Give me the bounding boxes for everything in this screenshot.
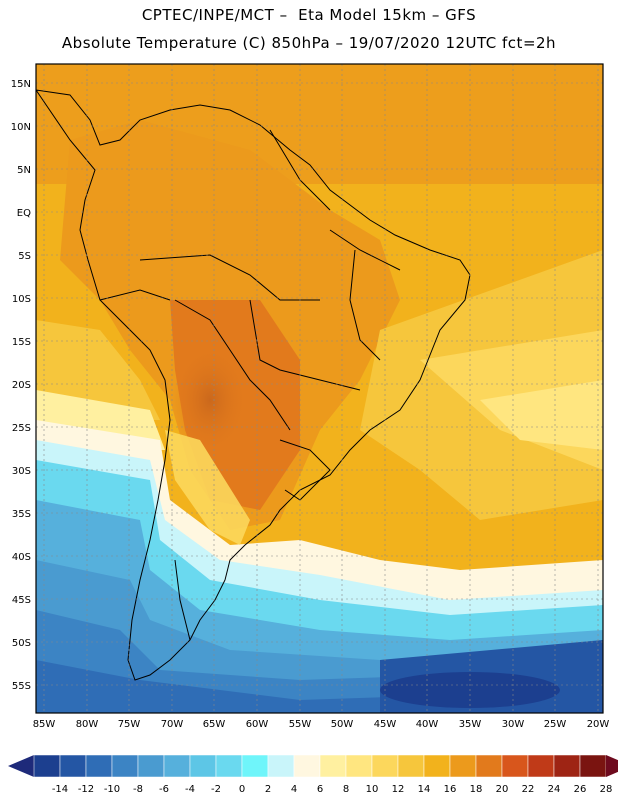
- colorbar-tick-label: 26: [574, 784, 587, 795]
- colorbar-swatch: [579, 754, 607, 778]
- lon-label: 55W: [289, 719, 312, 730]
- map-frame: [35, 63, 604, 714]
- lon-label: 65W: [203, 719, 226, 730]
- colorbar-swatch: [371, 754, 399, 778]
- graticule: [36, 64, 603, 713]
- lat-label: 25S: [12, 423, 31, 434]
- colorbar-swatch: [267, 754, 295, 778]
- colorbar-tick-label: 0: [239, 784, 245, 795]
- colorbar-swatch: [85, 754, 113, 778]
- colorbar-tick-label: 4: [291, 784, 297, 795]
- colorbar-swatch: [553, 754, 581, 778]
- colorbar: -14 -12 -10 -8 -6 -4 -2 0 2 4 6 8 10 12 14 16 18 20 22 24 26…: [8, 754, 618, 795]
- lat-label: 35S: [12, 509, 31, 520]
- lat-label: 10S: [12, 294, 31, 305]
- map-title: CPTEC/INPE/MCT – Eta Model 15km – GFS: [141, 6, 477, 24]
- lon-label: 20W: [587, 719, 610, 730]
- lon-label: 80W: [76, 719, 99, 730]
- colorbar-swatch: [293, 754, 321, 778]
- colorbar-swatch: [475, 754, 503, 778]
- lat-label: 20S: [12, 380, 31, 391]
- lon-label: 35W: [459, 719, 482, 730]
- colorbar-tick-label: 28: [600, 784, 613, 795]
- lat-label: 55S: [12, 681, 31, 692]
- colorbar-tick-label: 18: [470, 784, 483, 795]
- lat-label: 40S: [12, 552, 31, 563]
- colorbar-tick-label: -6: [159, 784, 169, 795]
- colorbar-swatch: [501, 754, 529, 778]
- lon-label: 25W: [544, 719, 567, 730]
- lat-label: 45S: [12, 595, 31, 606]
- colorbar-swatch: [163, 754, 191, 778]
- lon-label: 60W: [246, 719, 269, 730]
- lat-label: 15S: [12, 337, 31, 348]
- lat-label: EQ: [17, 208, 31, 219]
- lat-label: 5N: [17, 165, 31, 176]
- lon-label: 85W: [33, 719, 56, 730]
- colorbar-swatch: [59, 754, 87, 778]
- colorbar-tick-label: 20: [496, 784, 509, 795]
- colorbar-tick-label: -10: [104, 784, 120, 795]
- colorbar-tick-label: 14: [418, 784, 431, 795]
- lat-label: 50S: [12, 638, 31, 649]
- colorbar-tick-label: 12: [392, 784, 405, 795]
- colorbar-swatch: [345, 754, 373, 778]
- colorbar-tick-label: 6: [317, 784, 323, 795]
- lon-label: 45W: [374, 719, 397, 730]
- colorbar-swatch: [423, 754, 451, 778]
- colorbar-swatch: [137, 754, 165, 778]
- colorbar-tick-label: -2: [211, 784, 221, 795]
- lat-label: 5S: [18, 251, 31, 262]
- coastline: [36, 89, 471, 681]
- colorbar-swatch: [111, 754, 139, 778]
- colorbar-tick-label: -14: [52, 784, 68, 795]
- map-subtitle: Absolute Temperature (C) 850hPa – 19/07/…: [61, 34, 557, 52]
- colorbar-swatch: [527, 754, 555, 778]
- lon-label: 50W: [331, 719, 354, 730]
- colorbar-tick-label: 10: [366, 784, 379, 795]
- colorbar-swatch: [33, 754, 61, 778]
- colorbar-swatch: [449, 754, 477, 778]
- lon-label: 30W: [502, 719, 525, 730]
- colorbar-tick-label: -12: [78, 784, 94, 795]
- lat-label: 15N: [11, 79, 31, 90]
- colorbar-tick-label: 2: [265, 784, 271, 795]
- colorbar-swatch: [241, 754, 269, 778]
- lon-label: 40W: [416, 719, 439, 730]
- colorbar-tick-label: 16: [444, 784, 457, 795]
- colorbar-tick-label: 22: [522, 784, 535, 795]
- colorbar-tick-label: 8: [343, 784, 349, 795]
- colorbar-tick-label: -4: [185, 784, 195, 795]
- colorbar-under-arrow: [8, 755, 34, 777]
- colorbar-tick-label: -8: [133, 784, 143, 795]
- lat-label: 30S: [12, 466, 31, 477]
- temperature-field: [36, 64, 603, 713]
- lat-label: 10N: [11, 122, 31, 133]
- colorbar-swatch: [189, 754, 217, 778]
- colorbar-tick-label: 24: [548, 784, 561, 795]
- colorbar-swatch: [397, 754, 425, 778]
- colorbar-swatch: [215, 754, 243, 778]
- colorbar-swatch: [319, 754, 347, 778]
- colorbar-over-arrow: [606, 755, 618, 777]
- lon-label: 75W: [118, 719, 141, 730]
- lon-label: 70W: [161, 719, 184, 730]
